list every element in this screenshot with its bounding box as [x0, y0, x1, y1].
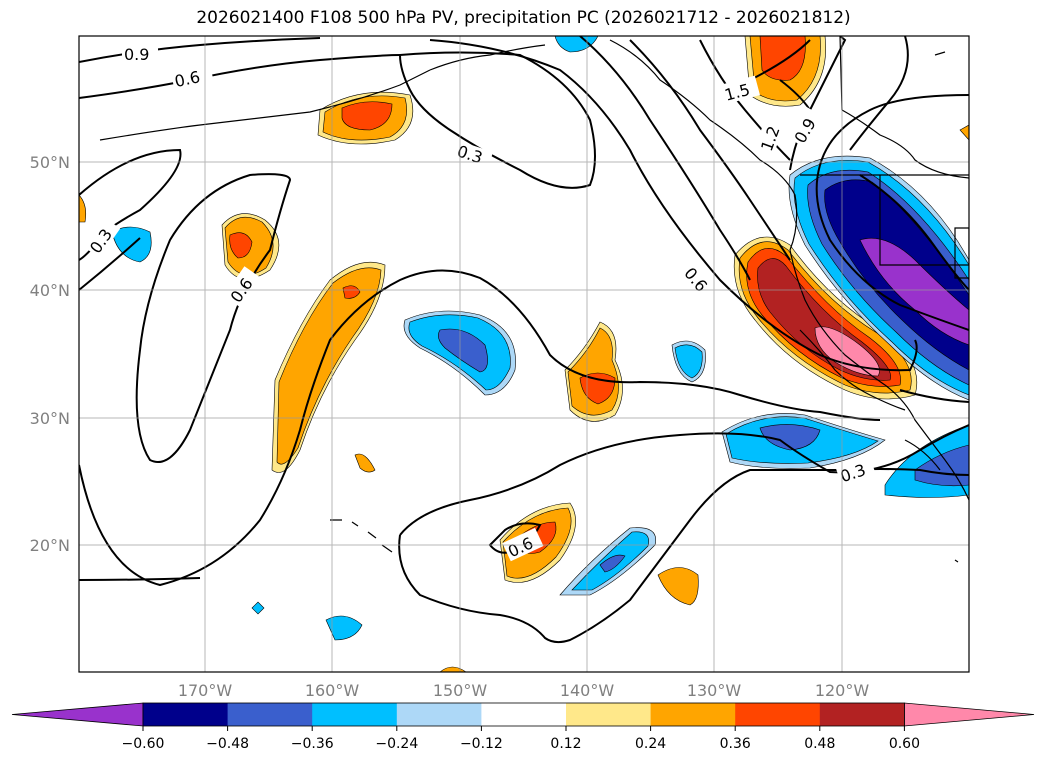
lon-label: 140°W — [560, 681, 615, 700]
lon-label: 120°W — [815, 681, 870, 700]
lat-label: 40°N — [30, 281, 70, 300]
colorbar-extend-low — [11, 702, 144, 727]
colorbar-segment — [566, 703, 652, 726]
lat-label: 30°N — [30, 409, 70, 428]
latitude-labels: 50°N 40°N 30°N 20°N — [30, 153, 70, 555]
negative-precip-anomalies — [111, 36, 969, 641]
colorbar-tick-label: −0.60 — [122, 736, 165, 752]
colorbar: −0.60 −0.48 −0.36 −0.24 −0.12 0.12 0.24 0.36 0.4… — [11, 702, 1035, 752]
lon-label: 160°W — [305, 681, 360, 700]
colorbar-segment — [735, 703, 821, 726]
colorbar-segment — [312, 703, 398, 726]
lat-label: 50°N — [30, 153, 70, 172]
map-frame — [78, 35, 970, 673]
pv-contours — [79, 36, 969, 644]
colorbar-tick-label: −0.48 — [206, 736, 249, 752]
contour-label: 0.6 — [173, 67, 202, 91]
colorbar-tick-label: 0.12 — [550, 736, 581, 752]
gridlines — [79, 36, 969, 672]
colorbar-segment — [396, 703, 482, 726]
chart-title: 2026021400 F108 500 hPa PV, precipitatio… — [196, 8, 851, 28]
colorbar-tick-label: 0.36 — [720, 736, 751, 752]
colorbar-segment — [143, 703, 229, 726]
colorbar-extend-high — [904, 702, 1035, 727]
colorbar-tick-label: −0.24 — [375, 736, 418, 752]
colorbar-frame — [142, 702, 905, 727]
lon-label: 170°W — [178, 681, 233, 700]
positive-precip-anomalies — [79, 36, 918, 672]
colorbar-segment — [227, 703, 313, 726]
colorbar-tick-label: −0.12 — [460, 736, 503, 752]
colorbar-tick-label: 0.60 — [889, 736, 920, 752]
longitude-labels: 170°W 160°W 150°W 140°W 130°W 120°W — [178, 681, 870, 700]
colorbar-segment — [481, 703, 567, 726]
lon-label: 150°W — [433, 681, 488, 700]
colorbar-tick-label: 0.24 — [635, 736, 666, 752]
colorbar-segment — [819, 703, 905, 726]
contour-label: 0.9 — [124, 45, 149, 64]
colorbar-tick-label: −0.36 — [291, 736, 334, 752]
lon-label: 130°W — [687, 681, 742, 700]
colorbar-segment — [650, 703, 736, 726]
lat-label: 20°N — [30, 536, 70, 555]
colorbar-tick-label: 0.48 — [804, 736, 835, 752]
